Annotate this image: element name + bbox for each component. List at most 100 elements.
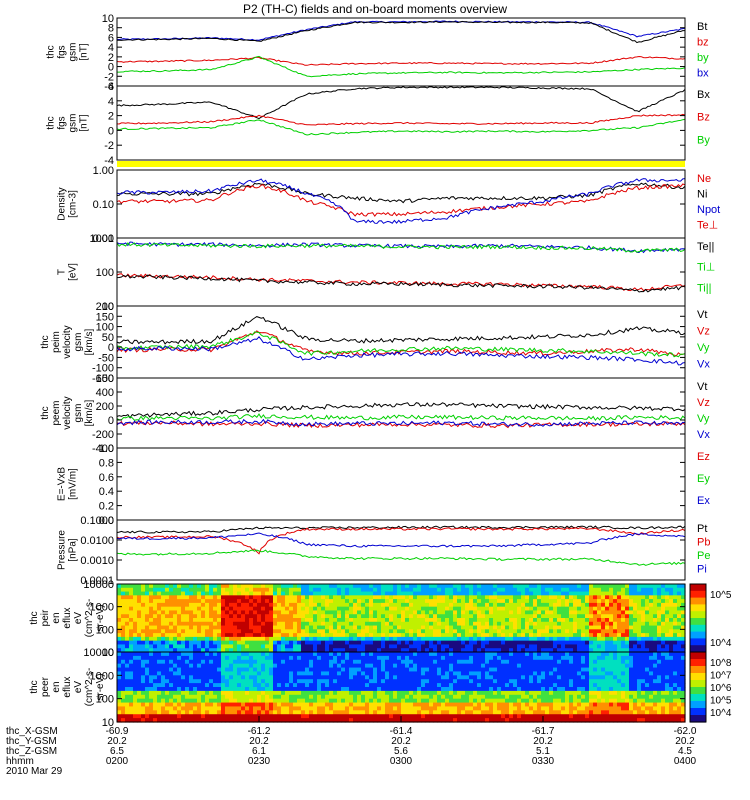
spectrogram-cell <box>377 655 382 661</box>
spectrogram-cell <box>529 636 534 642</box>
spectrogram-cell <box>241 706 246 711</box>
spectrogram-cell <box>225 655 230 661</box>
spectrogram-cell <box>549 655 554 661</box>
spectrogram-cell <box>261 671 266 676</box>
spectrogram-cell <box>549 694 554 700</box>
spectrogram-cell <box>497 648 502 653</box>
spectrogram-cell <box>673 595 678 600</box>
spectrogram-cell <box>525 698 530 704</box>
spectrogram-cell <box>277 633 282 638</box>
series-Ti⊥ <box>116 241 686 254</box>
spectrogram-cell <box>257 702 262 708</box>
spectrogram-cell <box>505 690 510 696</box>
spectrogram-cell <box>441 683 446 688</box>
spectrogram-cell <box>313 629 318 634</box>
spectrogram-cell <box>193 710 198 715</box>
spectrogram-cell <box>281 633 286 638</box>
spectrogram-cell <box>185 690 190 696</box>
spectrogram-cell <box>553 625 558 630</box>
spectrogram-cell <box>445 702 450 708</box>
spectrogram-cell <box>449 584 454 589</box>
spectrogram-cell <box>217 599 222 604</box>
spectrogram-cell <box>461 595 466 600</box>
spectrogram-cell <box>501 599 506 604</box>
spectrogram-cell <box>561 618 566 623</box>
spectrogram-cell <box>289 629 294 634</box>
spectrogram-cell <box>665 636 670 642</box>
spectrogram-cell <box>161 659 166 665</box>
spectrogram-cell <box>165 636 170 642</box>
spectrogram-cell <box>369 663 374 669</box>
spectrogram-cell <box>457 648 462 653</box>
spectrogram-cell <box>133 671 138 676</box>
spectrogram-cell <box>533 584 538 589</box>
spectrogram-cell <box>381 640 386 646</box>
spectrogram-cell <box>129 710 134 715</box>
spectrogram-cell <box>625 602 630 608</box>
spectrogram-cell <box>541 694 546 700</box>
spectrogram-cell <box>345 584 350 589</box>
spectrogram-cell <box>237 690 242 696</box>
spectrogram-cell <box>317 636 322 642</box>
spectrogram-cell <box>477 659 482 665</box>
spectrogram-cell <box>237 633 242 638</box>
colorbar-swatch <box>690 594 706 599</box>
spectrogram-cell <box>425 718 430 723</box>
spectrogram-cell <box>369 599 374 604</box>
spectrogram-cell <box>141 621 146 627</box>
spectrogram-cell <box>221 625 226 630</box>
spectrogram-cell <box>309 640 314 646</box>
spectrogram-cell <box>157 606 162 612</box>
spectrogram-cell <box>353 602 358 608</box>
spectrogram-cell <box>417 644 422 649</box>
spectrogram-cell <box>193 659 198 665</box>
spectrogram-cell <box>141 599 146 604</box>
y-label-line: [nT] <box>79 114 90 131</box>
spectrogram-cell <box>525 648 530 653</box>
y-label-line: (cm^2-s- <box>84 599 95 638</box>
y-label-line: eV <box>73 612 84 625</box>
spectrogram-cell <box>245 687 250 692</box>
spectrogram-cell <box>401 618 406 623</box>
spectrogram-cell <box>649 610 654 615</box>
spectrogram-cell <box>173 710 178 715</box>
spectrogram-cell <box>589 625 594 630</box>
y-label-line: T <box>57 269 68 275</box>
spectrogram-cell <box>453 690 458 696</box>
spectrogram-cell <box>585 714 590 719</box>
spectrogram-cell <box>349 595 354 600</box>
spectrogram-cell <box>157 702 162 708</box>
spectrogram-cell <box>245 679 250 684</box>
spectrogram-cell <box>361 683 366 688</box>
spectrogram-cell <box>361 710 366 715</box>
spectrogram-cell <box>489 710 494 715</box>
spectrogram-cell <box>393 683 398 688</box>
spectrogram-cell <box>533 683 538 688</box>
spectrogram-cell <box>433 675 438 680</box>
spectrogram-cell <box>401 652 406 657</box>
spectrogram-cell <box>545 584 550 589</box>
spectrogram-cell <box>401 640 406 646</box>
spectrogram-cell <box>201 640 206 646</box>
spectrogram-cell <box>573 675 578 680</box>
spectrogram-cell <box>561 679 566 684</box>
spectrogram-cell <box>205 655 210 661</box>
spectrogram-cell <box>473 659 478 665</box>
spectrogram-cell <box>333 587 338 593</box>
spectrogram-cell <box>565 584 570 589</box>
spectrogram-cell <box>209 718 214 723</box>
spectrogram-cell <box>433 621 438 627</box>
spectrogram-cell <box>197 614 202 619</box>
colorbar-swatch <box>690 601 706 605</box>
spectrogram-cell <box>561 652 566 657</box>
spectrogram-cell <box>525 710 530 715</box>
spectrogram-cell <box>169 690 174 696</box>
spectrogram-cell <box>361 663 366 669</box>
spectrogram-cell <box>413 671 418 676</box>
spectrogram-cell <box>653 587 658 593</box>
spectrogram-cell <box>417 675 422 680</box>
spectrogram-cell <box>281 706 286 711</box>
spectrogram-cell <box>513 652 518 657</box>
spectrogram-cell <box>329 610 334 615</box>
spectrogram-cell <box>321 663 326 669</box>
